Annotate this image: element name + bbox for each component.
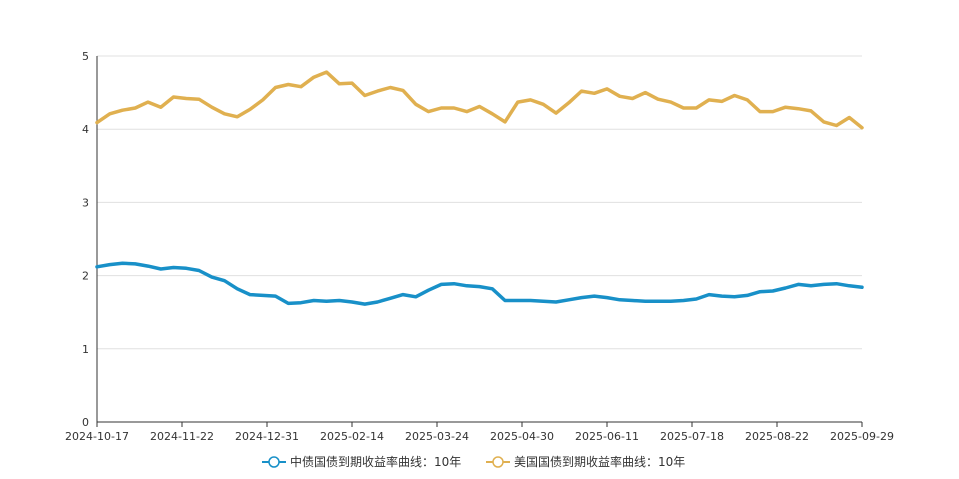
legend-circle-icon [492,456,504,468]
legend-circle-icon [268,456,280,468]
y-tick-label: 3 [82,196,89,209]
y-tick-label: 0 [82,416,89,429]
series-lines [95,70,864,306]
y-tick-label: 4 [82,123,89,136]
y-tick-label: 1 [82,343,89,356]
legend-label: 中债国债到期收益率曲线：10年 [290,454,461,469]
y-tick-label: 2 [82,270,89,283]
y-tick-label: 5 [82,50,89,63]
x-tick-label: 2025-09-29 [830,430,894,443]
x-axis: 2024-10-17 2024-11-22 2024-12-31 2025-02-14… [65,421,894,443]
legend-item-1[interactable]: 美国国债到期收益率曲线：10年 [486,454,685,469]
x-tick-label: 2025-02-14 [320,430,384,443]
x-tick-label: 2025-08-22 [745,430,809,443]
series-line-1 [95,70,864,130]
legend-item-0[interactable]: 中债国债到期收益率曲线：10年 [262,454,461,469]
x-tick-label: 2025-07-18 [660,430,724,443]
x-tick-label: 2025-04-30 [490,430,554,443]
legend-label: 美国国债到期收益率曲线：10年 [514,454,685,469]
series-line-0 [95,261,864,306]
legend[interactable]: 中债国债到期收益率曲线：10年 美国国债到期收益率曲线：10年 [262,454,685,469]
x-tick-label: 2025-06-11 [575,430,639,443]
grid-lines [97,55,862,350]
y-axis: 0 1 2 3 4 5 [82,50,98,429]
x-tick-label: 2024-11-22 [150,430,214,443]
x-tick-label: 2025-03-24 [405,430,469,443]
x-tick-label: 2024-10-17 [65,430,129,443]
x-tick-label: 2024-12-31 [235,430,299,443]
